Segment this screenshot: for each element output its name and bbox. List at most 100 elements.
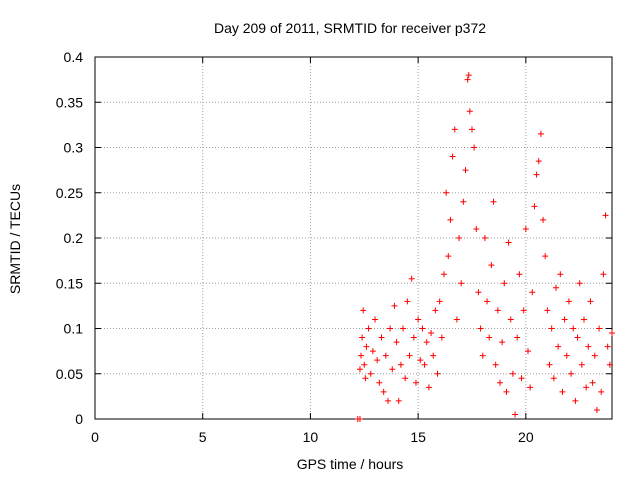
data-point [492, 361, 499, 368]
data-point [591, 352, 598, 359]
data-point [535, 158, 542, 165]
data-point [449, 153, 456, 160]
data-point [580, 316, 587, 323]
x-tick-label: 5 [199, 429, 207, 445]
data-point [356, 416, 363, 422]
data-point [533, 171, 540, 178]
data-point [565, 298, 572, 305]
data-point [507, 316, 514, 323]
data-point [518, 375, 525, 382]
data-point [540, 216, 547, 223]
data-point [589, 379, 596, 386]
data-point [419, 325, 426, 332]
data-points [354, 72, 615, 422]
data-point [578, 361, 585, 368]
data-point [380, 388, 387, 395]
data-point [496, 379, 503, 386]
data-point [479, 352, 486, 359]
data-point [376, 379, 383, 386]
data-point [458, 280, 465, 287]
data-point [544, 307, 551, 314]
y-tick-label: 0.15 [56, 275, 83, 291]
y-tick-label: 0 [75, 411, 83, 427]
data-point [464, 76, 471, 83]
data-point [473, 225, 480, 232]
data-point [475, 289, 482, 296]
data-point [412, 379, 419, 386]
data-point [430, 352, 437, 359]
data-point [600, 271, 607, 278]
data-point [524, 348, 531, 355]
data-point [421, 361, 428, 368]
data-point [428, 330, 435, 337]
data-point [499, 339, 506, 346]
data-point [552, 284, 559, 291]
y-tick-label: 0.4 [64, 49, 84, 65]
data-point [384, 397, 391, 404]
x-tick-label: 10 [303, 429, 319, 445]
data-point [397, 361, 404, 368]
data-point [358, 352, 365, 359]
data-point [393, 339, 400, 346]
data-point [494, 307, 501, 314]
data-point [406, 352, 413, 359]
data-point [550, 375, 557, 382]
data-point [423, 339, 430, 346]
x-tick-label: 15 [410, 429, 426, 445]
data-point [402, 375, 409, 382]
data-point [436, 298, 443, 305]
data-point [395, 397, 402, 404]
data-point [400, 325, 407, 332]
data-point [363, 343, 370, 350]
data-point [503, 388, 510, 395]
data-point [378, 334, 385, 341]
data-point [604, 343, 611, 350]
y-tick-label: 0.25 [56, 185, 83, 201]
y-tick-label: 0.2 [64, 230, 84, 246]
data-point [522, 225, 529, 232]
data-point [514, 334, 521, 341]
x-tick-label: 0 [91, 429, 99, 445]
data-point [456, 235, 463, 241]
data-point [609, 330, 615, 337]
data-point [438, 334, 445, 341]
y-tick-label: 0.35 [56, 94, 83, 110]
data-point [602, 212, 609, 219]
data-point [451, 126, 458, 133]
y-axis-label: SRMTID / TECUs [7, 184, 23, 294]
data-point [537, 130, 544, 137]
data-point [382, 352, 389, 359]
data-point [466, 108, 473, 115]
data-point [572, 397, 579, 404]
data-point [527, 384, 534, 391]
data-point [389, 366, 396, 373]
data-point [490, 198, 497, 205]
grid-lines [95, 57, 612, 419]
data-point [447, 216, 454, 223]
data-point [559, 388, 566, 395]
data-point [481, 235, 488, 241]
data-point [576, 280, 583, 287]
data-point [585, 343, 592, 350]
data-point [548, 325, 555, 332]
data-point [391, 302, 398, 309]
data-point [561, 316, 568, 323]
data-point [408, 275, 415, 282]
data-point [512, 411, 519, 418]
data-point [542, 253, 549, 260]
data-point [574, 334, 581, 341]
data-point [563, 352, 570, 359]
data-point [568, 370, 575, 377]
data-point [356, 366, 363, 373]
data-point [555, 343, 562, 350]
data-point [415, 316, 422, 323]
data-point [404, 298, 411, 305]
data-point [372, 316, 379, 323]
data-point [460, 198, 467, 205]
data-point [509, 370, 516, 377]
data-point [486, 334, 493, 341]
data-point [360, 307, 367, 314]
data-point [516, 271, 523, 278]
data-point [369, 348, 376, 355]
